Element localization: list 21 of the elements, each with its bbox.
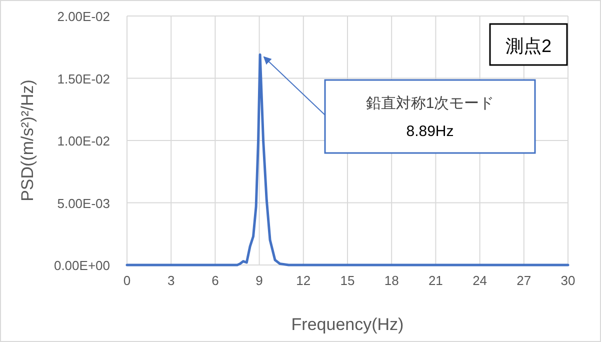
x-tick-label: 30 (560, 273, 576, 288)
y-tick-label: 1.50E-02 (57, 71, 110, 86)
x-tick-label: 18 (384, 273, 399, 288)
annotation: 鉛直対称1次モード 8.89Hz (366, 95, 494, 140)
y-tick-label: 0.00E+00 (54, 258, 110, 273)
x-tick-label: 3 (167, 273, 175, 288)
x-axis-title: Frequency(Hz) (291, 315, 404, 334)
y-tick-label: 1.00E-02 (57, 134, 110, 148)
x-tick-label: 9 (256, 273, 263, 288)
y-axis-title: PSD((m/s²)²/Hz) (18, 80, 37, 202)
annotation: 測点2 (505, 36, 552, 56)
x-tick-label: 21 (428, 273, 443, 288)
x-tick-label: 6 (212, 273, 219, 288)
y-tick-label: 2.00E-02 (57, 9, 110, 24)
y-tick-label: 5.00E-03 (57, 196, 110, 211)
x-tick-label: 12 (296, 273, 311, 288)
x-tick-label: 24 (472, 273, 488, 288)
x-tick-label: 0 (123, 273, 131, 288)
x-tick-label: 15 (340, 273, 355, 288)
line-series (126, 53, 570, 266)
x-tick-label: 27 (516, 273, 532, 288)
